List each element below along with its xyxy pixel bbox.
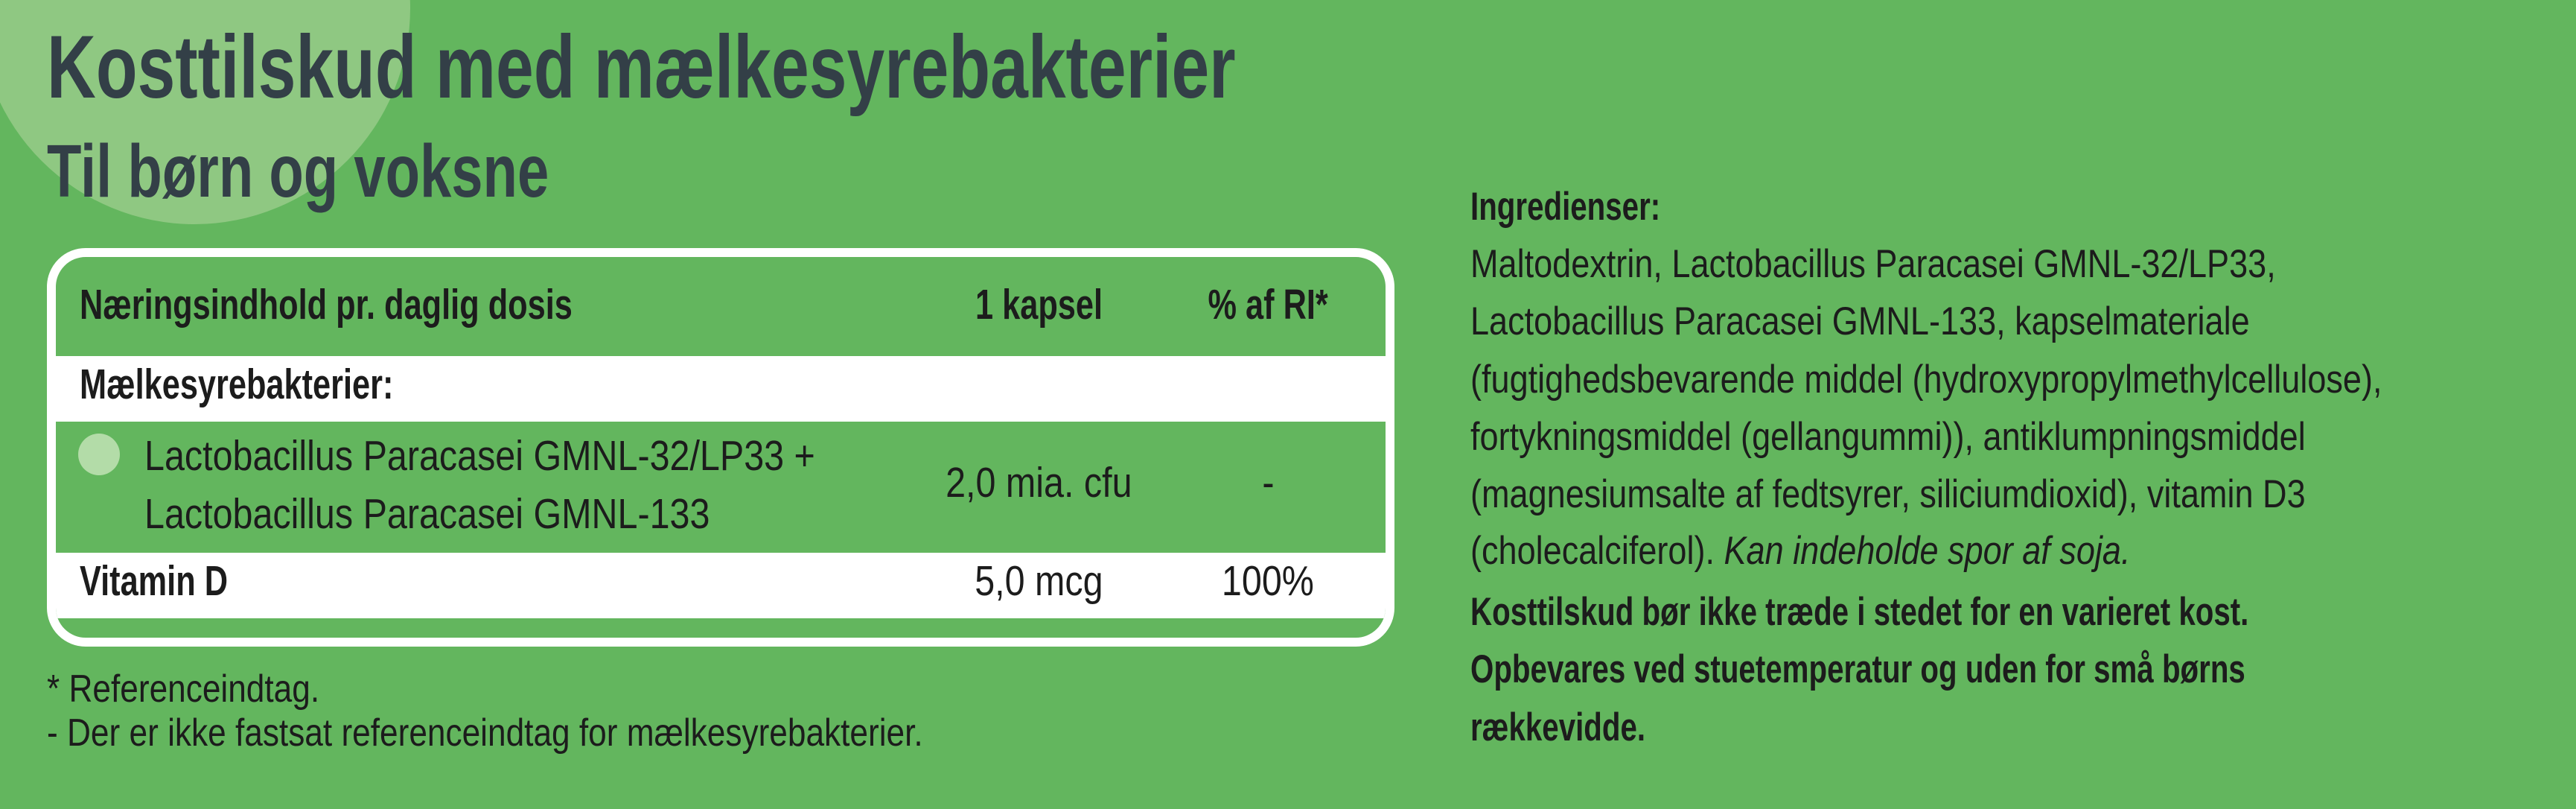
section-label: Mælkesyrebakterier:	[80, 364, 492, 406]
vitamin-d-name: Vitamin D	[80, 560, 275, 603]
footnote-2: - Der er ikke fastsat referenceindtag fo…	[47, 714, 1077, 752]
warning-line-text: Kosttilskud bør ikke træde i stedet for …	[1470, 590, 2249, 634]
footnote-1: * Referenceindtag.	[47, 670, 368, 708]
column-header-nutrient-text: Næringsindhold pr. daglig dosis	[80, 281, 573, 329]
section-row-bg	[56, 356, 1386, 422]
page-title: Kosttilskud med mælkesyrebakterier	[47, 22, 1611, 112]
ingredients-line: Maltodextrin, Lactobacillus Paracasei GM…	[1470, 244, 2418, 284]
ingredients-heading-text: Ingredienser:	[1470, 185, 1661, 229]
bacteria-name-line-1-text: Lactobacillus Paracasei GMNL-32/LP33 +	[144, 432, 815, 480]
bacteria-name-line-1: Lactobacillus Paracasei GMNL-32/LP33 +	[144, 435, 934, 478]
ingredients-heading: Ingredienser:	[1470, 187, 1721, 226]
bacteria-amount: 2,0 mia. cfu	[890, 462, 1187, 504]
vitamin-d-ri: 100%	[1119, 560, 1417, 603]
vitamin-row-bg	[56, 553, 1386, 618]
nutrition-table	[47, 248, 1394, 647]
warning-line: rækkevidde.	[1470, 708, 1700, 747]
footnote-2-text: - Der er ikke fastsat referenceindtag fo…	[47, 711, 923, 755]
column-header-nutrient: Næringsindhold pr. daglig dosis	[80, 284, 728, 326]
bacteria-ri: -	[1119, 462, 1417, 504]
bacteria-name-line-2: Lactobacillus Paracasei GMNL-133	[144, 493, 809, 536]
bacteria-amount-text: 2,0 mia. cfu	[945, 459, 1132, 507]
footnote-1-text: * Referenceindtag.	[47, 667, 320, 711]
ingredients-line: fortykningsmiddel (gellangummi)), antikl…	[1470, 417, 2453, 457]
ingredients-line-text: Lactobacillus Paracasei GMNL-133, kapsel…	[1470, 299, 2250, 343]
column-header-ri: % af RI*	[1119, 284, 1417, 326]
bullet-dot-icon	[78, 434, 120, 475]
page-subtitle: Til børn og voksne	[47, 134, 707, 209]
ingredients-line: Lactobacillus Paracasei GMNL-133, kapsel…	[1470, 302, 2387, 341]
warning-line: Opbevares ved stuetemperatur og uden for…	[1470, 650, 2490, 689]
ingredients-last-line-text: (cholecalciferol). Kan indeholde spor af…	[1470, 531, 2130, 571]
warning-line-text: rækkevidde.	[1470, 705, 1646, 749]
column-header-amount: 1 kapsel	[890, 284, 1187, 326]
bacteria-name-line-2-text: Lactobacillus Paracasei GMNL-133	[144, 490, 710, 538]
ingredients-plain-text: (cholecalciferol).	[1470, 529, 1724, 573]
section-label-text: Mælkesyrebakterier:	[80, 361, 394, 408]
vitamin-d-name-text: Vitamin D	[80, 557, 229, 605]
title-text: Kosttilskud med mælkesyrebakterier	[47, 17, 1236, 117]
ingredients-line-text: Maltodextrin, Lactobacillus Paracasei GM…	[1470, 242, 2276, 286]
ingredients-line: (fugtighedsbevarende middel (hydroxyprop…	[1470, 360, 2543, 399]
ingredients-line-text: fortykningsmiddel (gellangummi)), antikl…	[1470, 415, 2306, 459]
allergen-note: Kan indeholde spor af soja.	[1724, 529, 2131, 573]
ingredients-last-line: (cholecalciferol). Kan indeholde spor af…	[1470, 531, 2247, 571]
bacteria-ri-text: -	[1261, 459, 1275, 507]
vitamin-d-amount-text: 5,0 mcg	[974, 557, 1103, 605]
vitamin-d-ri-text: 100%	[1222, 557, 1314, 605]
warning-line-text: Opbevares ved stuetemperatur og uden for…	[1470, 647, 2245, 691]
vitamin-d-amount: 5,0 mcg	[890, 560, 1187, 603]
ingredients-line-text: (magnesiumsalte af fedtsyrer, siliciumdi…	[1470, 472, 2306, 516]
warning-line: Kosttilskud bør ikke træde i stedet for …	[1470, 592, 2494, 632]
ingredients-line: (magnesiumsalte af fedtsyrer, siliciumdi…	[1470, 475, 2453, 514]
ingredients-line-text: (fugtighedsbevarende middel (hydroxyprop…	[1470, 358, 2382, 402]
column-header-ri-text: % af RI*	[1208, 281, 1328, 329]
column-header-amount-text: 1 kapsel	[975, 281, 1103, 329]
subtitle-text: Til børn og voksne	[47, 130, 549, 213]
